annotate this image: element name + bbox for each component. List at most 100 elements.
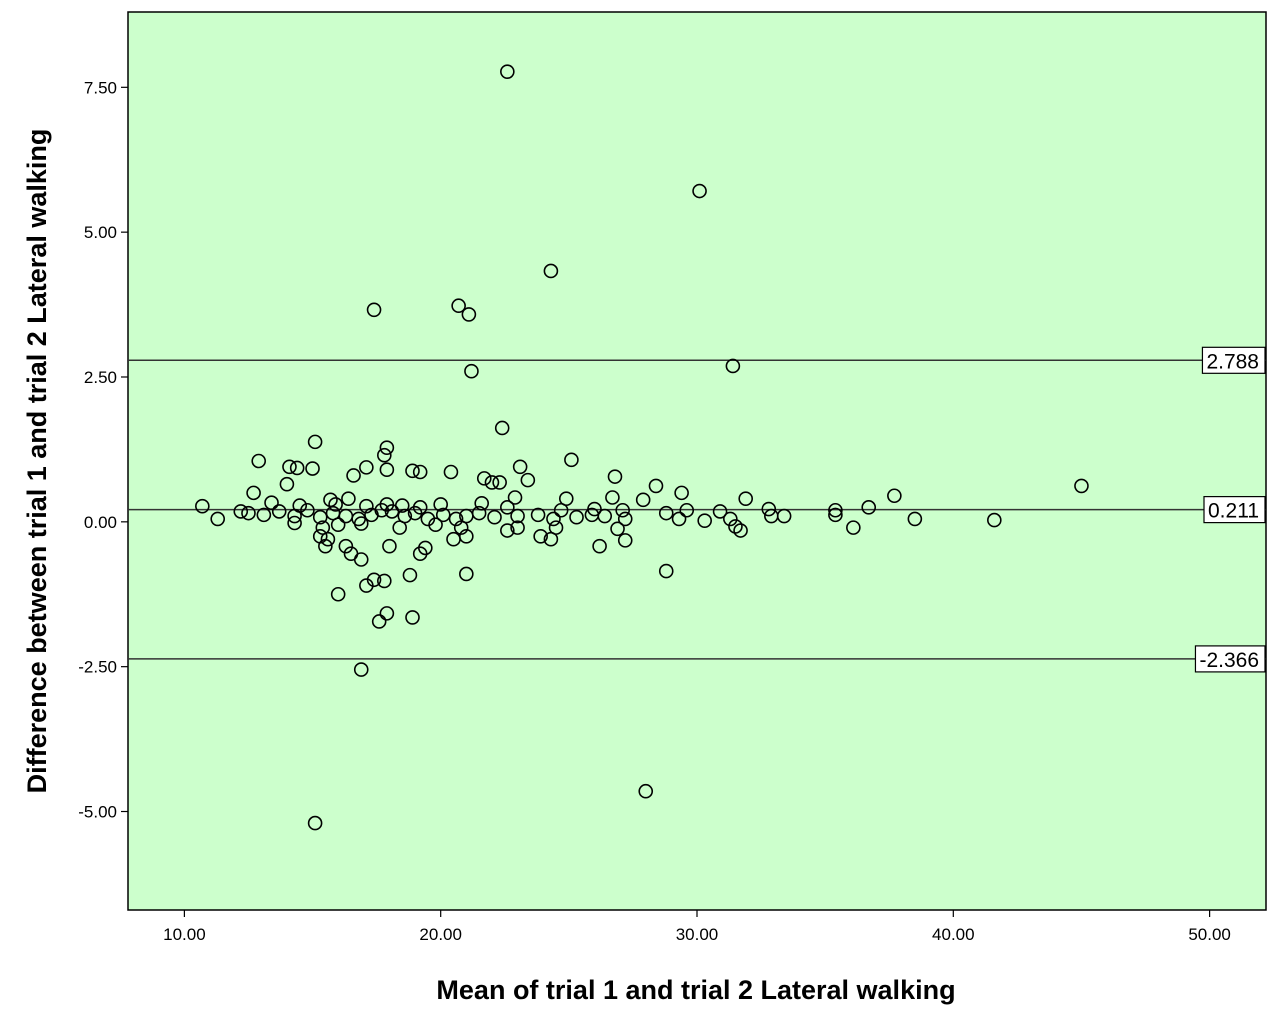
data-point bbox=[679, 502, 695, 518]
data-point bbox=[282, 459, 297, 475]
data-point bbox=[256, 507, 272, 523]
reference-line-label: -2.366 bbox=[1194, 645, 1266, 673]
reference-line-value: -2.366 bbox=[1199, 649, 1259, 672]
data-point bbox=[610, 521, 625, 537]
reference-labels: 2.788 0.211 -2.366 bbox=[1194, 346, 1266, 673]
x-axis: 10.00 20.00 30.00 40.00 50.00 bbox=[163, 910, 1231, 944]
x-tick-label: 50.00 bbox=[1188, 925, 1231, 944]
data-point bbox=[569, 509, 584, 525]
data-point bbox=[459, 566, 474, 582]
data-point bbox=[264, 495, 279, 511]
data-point bbox=[1074, 478, 1089, 494]
data-point bbox=[507, 490, 523, 505]
data-point bbox=[733, 523, 748, 538]
data-point bbox=[289, 460, 305, 476]
data-point bbox=[328, 497, 343, 512]
x-tick-label: 40.00 bbox=[932, 925, 975, 944]
data-point bbox=[353, 552, 369, 567]
data-point bbox=[382, 538, 397, 554]
data-point bbox=[330, 517, 346, 533]
data-point bbox=[359, 498, 374, 514]
data-point bbox=[512, 459, 528, 475]
data-point bbox=[471, 505, 487, 521]
data-point bbox=[374, 502, 390, 518]
data-point bbox=[492, 475, 507, 490]
data-point bbox=[330, 586, 346, 602]
data-point bbox=[379, 440, 395, 455]
x-tick-label: 10.00 bbox=[163, 925, 206, 944]
data-point bbox=[287, 508, 302, 524]
data-point bbox=[500, 523, 515, 538]
data-point bbox=[379, 606, 395, 621]
reference-line-value: 0.211 bbox=[1208, 500, 1259, 523]
reference-label-box bbox=[1201, 346, 1266, 374]
data-point bbox=[500, 500, 515, 515]
data-point bbox=[305, 461, 320, 476]
data-point bbox=[353, 662, 369, 677]
data-point bbox=[271, 504, 287, 519]
data-point bbox=[233, 504, 249, 519]
data-point bbox=[828, 507, 843, 523]
data-point bbox=[484, 475, 500, 490]
data-point bbox=[300, 502, 315, 518]
data-point bbox=[564, 452, 579, 468]
reference-line-value: 2.788 bbox=[1206, 350, 1259, 373]
data-point bbox=[453, 520, 469, 535]
data-point bbox=[738, 491, 753, 506]
y-axis-title: Difference between trial 1 and trial 2 L… bbox=[22, 129, 52, 794]
data-point bbox=[987, 512, 1002, 528]
data-point bbox=[615, 502, 630, 518]
data-point bbox=[761, 501, 777, 517]
y-tick-label: 2.50 bbox=[84, 368, 117, 387]
data-point bbox=[607, 469, 623, 484]
data-point bbox=[828, 502, 843, 518]
data-point bbox=[476, 471, 492, 486]
data-point bbox=[320, 531, 336, 547]
data-point bbox=[246, 485, 261, 501]
data-point bbox=[346, 468, 361, 483]
data-point bbox=[307, 434, 323, 450]
reference-label-box bbox=[1203, 496, 1266, 524]
data-point bbox=[500, 64, 515, 79]
x-tick-label: 30.00 bbox=[676, 925, 719, 944]
data-point bbox=[520, 472, 536, 488]
data-point bbox=[412, 464, 428, 480]
data-point bbox=[712, 504, 728, 519]
data-point bbox=[533, 529, 548, 544]
data-point bbox=[279, 476, 295, 492]
data-point bbox=[448, 511, 464, 527]
y-tick-label: 0.00 bbox=[84, 513, 117, 532]
data-point bbox=[617, 511, 633, 527]
data-point bbox=[617, 533, 633, 548]
data-point bbox=[635, 492, 651, 508]
data-point bbox=[510, 508, 525, 524]
data-point bbox=[725, 358, 741, 374]
data-point bbox=[318, 538, 333, 554]
data-point bbox=[464, 363, 479, 379]
reference-line-label: 2.788 bbox=[1201, 346, 1266, 374]
data-point bbox=[887, 488, 902, 504]
data-point bbox=[428, 517, 443, 533]
data-point bbox=[435, 507, 451, 523]
data-point bbox=[392, 520, 407, 535]
data-point bbox=[371, 614, 387, 629]
data-point bbox=[251, 453, 267, 469]
reference-label-box bbox=[1194, 645, 1266, 673]
data-point bbox=[359, 460, 374, 475]
data-point bbox=[530, 507, 546, 523]
data-point bbox=[592, 538, 607, 554]
data-point bbox=[451, 298, 466, 314]
data-point bbox=[553, 502, 569, 518]
data-point bbox=[287, 515, 302, 531]
data-point bbox=[697, 513, 712, 528]
data-point bbox=[674, 485, 689, 501]
data-point bbox=[353, 516, 369, 531]
data-point bbox=[377, 447, 392, 463]
x-tick-label: 20.00 bbox=[419, 925, 462, 944]
data-point bbox=[510, 520, 525, 535]
data-point bbox=[341, 491, 356, 506]
data-point bbox=[402, 567, 418, 583]
data-point bbox=[723, 511, 738, 527]
y-tick-label: 5.00 bbox=[84, 223, 117, 242]
